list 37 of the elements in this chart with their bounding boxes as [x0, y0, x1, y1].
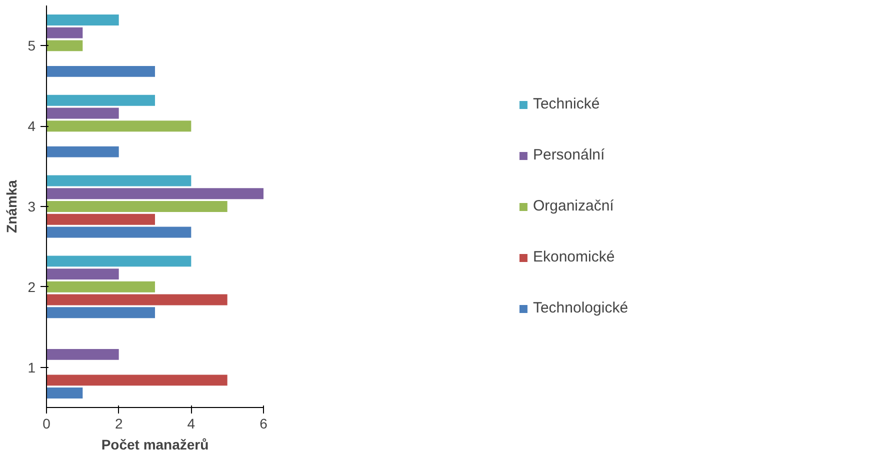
y-tick-label: 2 [28, 278, 36, 295]
x-axis-title: Počet manažerů [101, 436, 209, 452]
bar [46, 94, 155, 106]
bar [46, 374, 228, 386]
legend-label: Organizační [532, 198, 614, 214]
y-tick-label: 4 [28, 118, 36, 134]
bar [46, 294, 228, 306]
bar [46, 66, 155, 77]
bar [46, 388, 83, 398]
bar [46, 146, 119, 158]
y-tick-label: 1 [28, 359, 36, 376]
bar [46, 307, 155, 318]
bar [46, 201, 228, 212]
x-tick-label: 4 [187, 416, 196, 432]
x-tick-label: 2 [114, 416, 123, 432]
legend-label: Technické [532, 96, 600, 112]
bar [46, 214, 155, 225]
legend-label: Ekonomické [532, 248, 615, 266]
bar [46, 281, 155, 292]
bar [46, 120, 192, 132]
y-tick-label: 5 [28, 38, 36, 54]
bar [46, 348, 119, 360]
bar [46, 175, 192, 186]
bar [46, 188, 264, 200]
bar [46, 256, 192, 267]
legend-label: Technologické [532, 300, 628, 316]
bar [46, 40, 83, 52]
legend-label: Personální [532, 146, 605, 164]
bar [46, 14, 119, 26]
bar [46, 268, 119, 280]
x-tick-label: 0 [42, 416, 51, 432]
x-tick-label: 6 [260, 416, 268, 432]
y-axis-title: Známka [4, 180, 20, 233]
bar [46, 108, 119, 119]
bar [46, 226, 192, 238]
bar [46, 27, 83, 38]
y-tick-label: 3 [28, 198, 36, 214]
